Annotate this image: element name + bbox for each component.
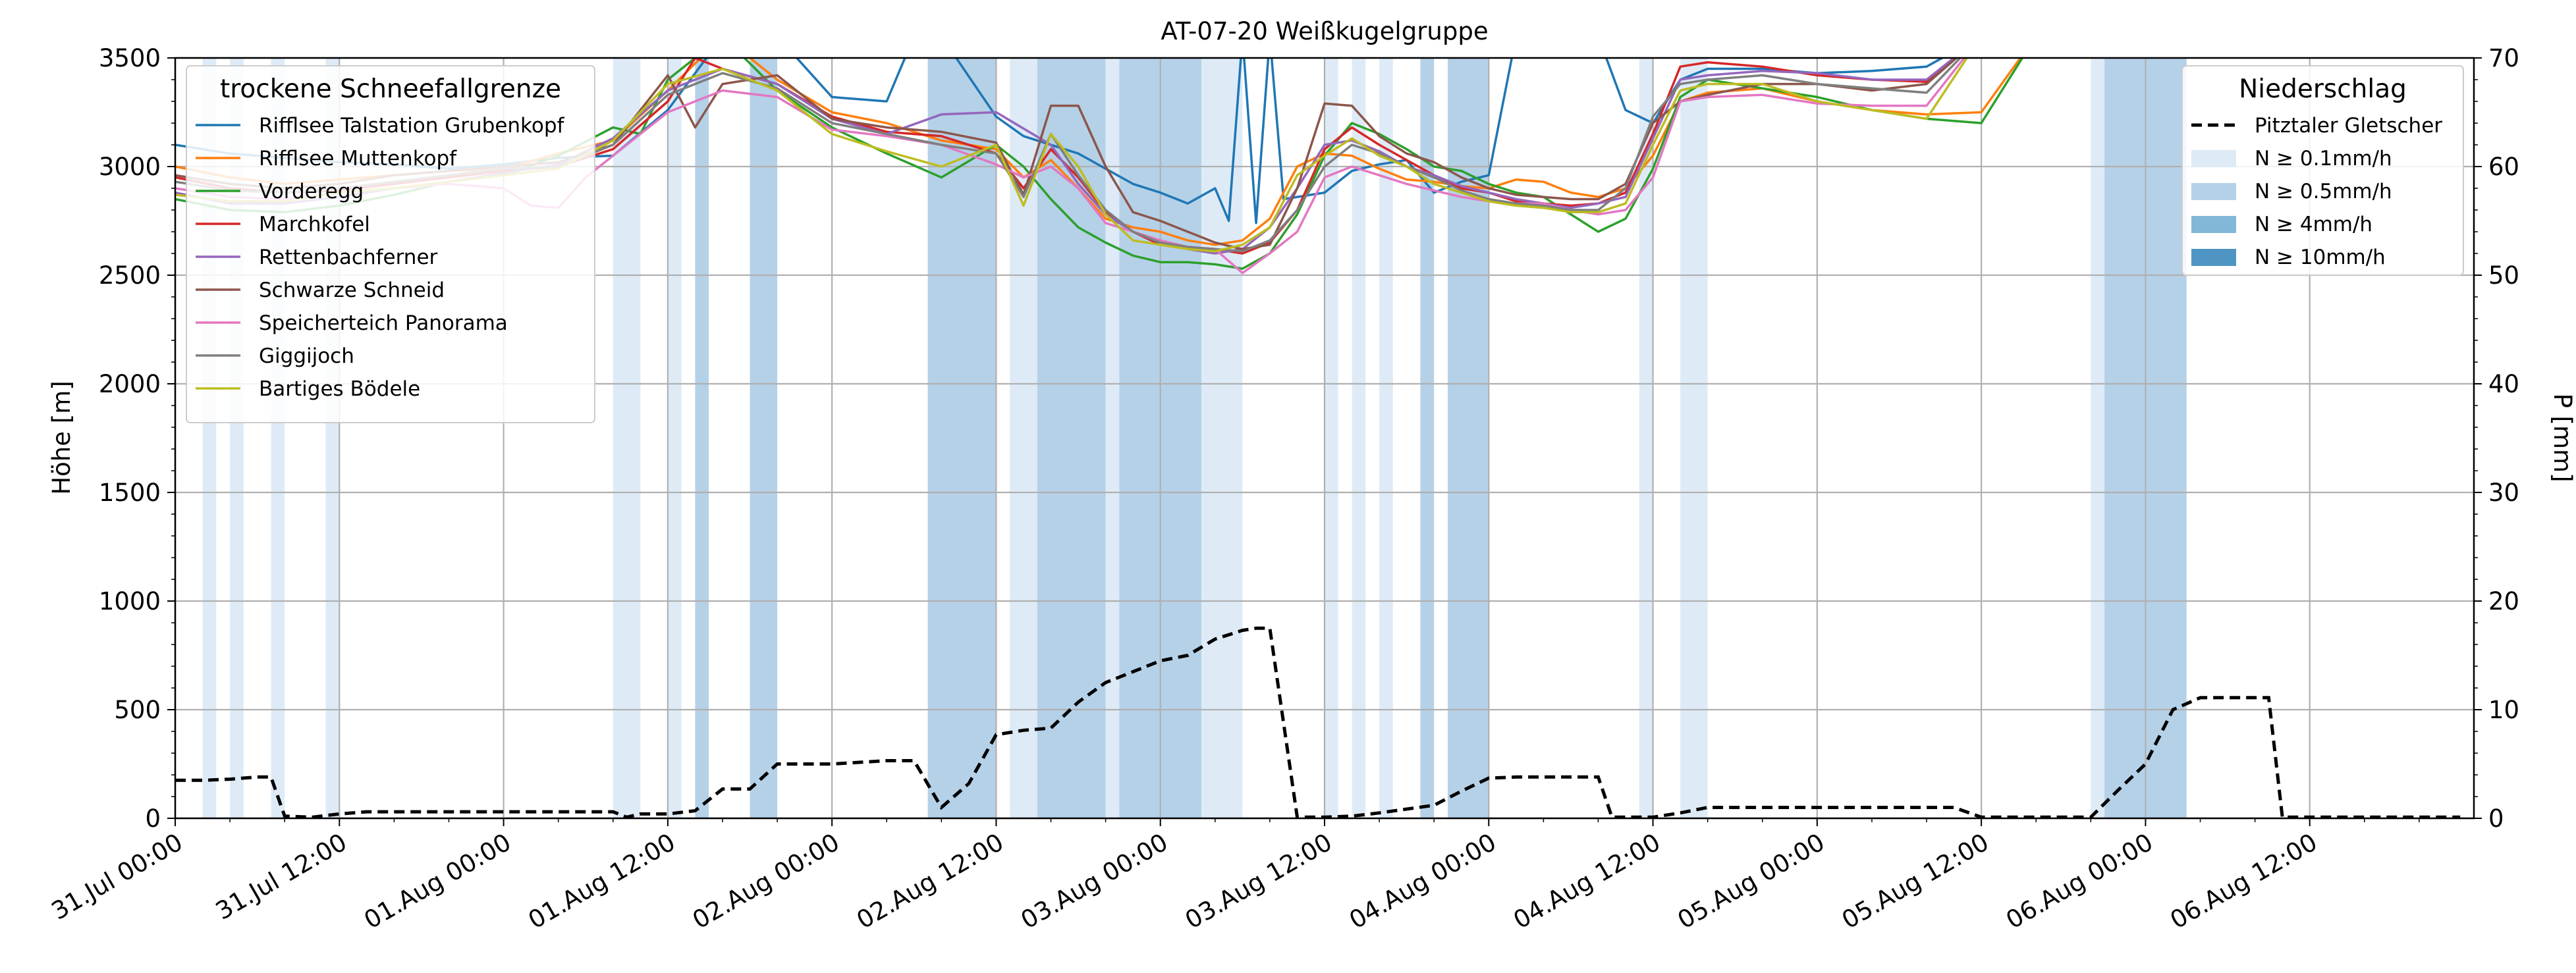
precip-band xyxy=(2091,58,2105,818)
y-right-tick-label: 50 xyxy=(2488,261,2519,290)
y-left-tick-label: 1000 xyxy=(99,587,161,616)
legend-swatch xyxy=(2191,150,2236,167)
y-left-tick-label: 500 xyxy=(114,696,161,724)
legend-entry: Schwarze Schneid xyxy=(259,278,445,302)
legend-entry: Speicherteich Panorama xyxy=(259,311,508,335)
y-left-tick-label: 2000 xyxy=(99,370,161,398)
legend-entry: Rifflsee Muttenkopf xyxy=(259,147,457,171)
y-left-tick-label: 0 xyxy=(145,804,161,833)
y-right-tick-label: 0 xyxy=(2488,804,2504,833)
y-right-tick-label: 60 xyxy=(2488,153,2519,181)
series-line xyxy=(175,58,1945,224)
legend-title: Niederschlag xyxy=(2239,74,2407,104)
legend-entry: Pitztaler Gletscher xyxy=(2255,114,2442,138)
precip-band xyxy=(1680,58,1708,818)
legend-entry: N ≥ 0.5mm/h xyxy=(2255,180,2392,203)
precip-band xyxy=(1201,58,1243,818)
series-line xyxy=(175,58,1958,251)
chart-title: AT-07-20 Weißkugelgruppe xyxy=(1161,17,1488,45)
precip-band xyxy=(750,58,778,818)
legend-box xyxy=(2181,65,2464,276)
precip-band xyxy=(1379,58,1393,818)
series-line xyxy=(175,58,1962,253)
legend-box xyxy=(186,65,595,423)
legend-snowline: trockene Schneefallgrenze Rifflsee Talsta… xyxy=(186,65,595,423)
precipitation-series xyxy=(175,626,2461,818)
precip-line xyxy=(175,626,2461,818)
y-right-tick-label: 40 xyxy=(2488,370,2519,398)
y-left-tick-label: 3500 xyxy=(99,44,161,72)
legend-swatch xyxy=(2191,216,2236,233)
legend-entry: Marchkofel xyxy=(259,213,370,236)
legend-entry: Giggijoch xyxy=(259,344,354,368)
y-axis-left-label: Höhe [m] xyxy=(47,381,76,494)
legend-entry: N ≥ 10mm/h xyxy=(2255,246,2386,269)
legend-entry: N ≥ 0.1mm/h xyxy=(2255,147,2392,171)
y-left-tick-label: 3000 xyxy=(99,153,161,181)
precip-band xyxy=(1639,58,1653,818)
precip-band xyxy=(1325,58,1338,818)
legend-entry: Bartiges Bödele xyxy=(259,377,420,401)
legend-title: trockene Schneefallgrenze xyxy=(220,74,561,104)
y-left-tick-label: 2500 xyxy=(99,261,161,290)
series-line xyxy=(175,58,1969,253)
series-line xyxy=(175,58,1956,255)
y-right-tick-label: 70 xyxy=(2488,44,2519,72)
precip-band xyxy=(613,58,641,818)
legend-entry: Rifflsee Talstation Grubenkopf xyxy=(259,114,565,138)
precip-band xyxy=(1352,58,1366,818)
snowline-series xyxy=(175,58,2024,275)
legend-swatch xyxy=(2191,249,2236,266)
precip-band xyxy=(927,58,997,818)
legend-entry: N ≥ 4mm/h xyxy=(2255,213,2372,236)
legend-precipitation: Niederschlag Pitztaler Gletscher N ≥ 0.1mm… xyxy=(2181,65,2464,276)
precip-band xyxy=(695,58,709,818)
precip-band xyxy=(1420,58,1435,818)
legend-entry: Vorderegg xyxy=(259,180,364,203)
y-axis-right-label: P [mm] xyxy=(2548,393,2576,482)
legend-swatch xyxy=(2191,183,2236,200)
y-right-tick-label: 20 xyxy=(2488,587,2519,616)
legend-entry: Rettenbachferner xyxy=(259,246,438,269)
precip-band xyxy=(667,58,682,818)
y-left-tick-label: 1500 xyxy=(99,479,161,507)
y-right-tick-label: 10 xyxy=(2488,696,2519,724)
grid xyxy=(174,57,2474,820)
y-right-tick-label: 30 xyxy=(2488,479,2519,507)
